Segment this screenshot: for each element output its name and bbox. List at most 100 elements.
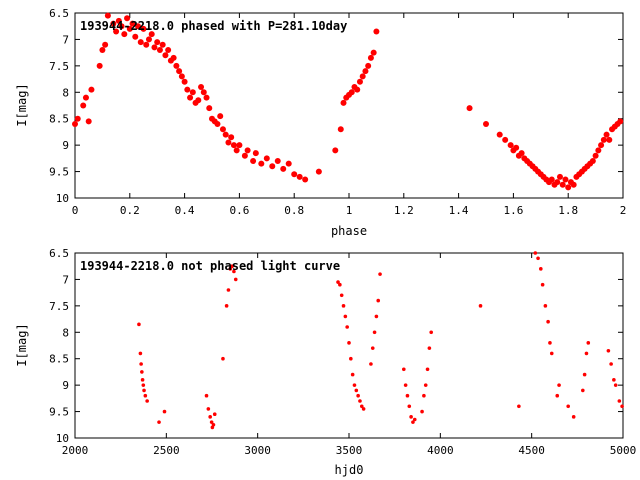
data-point [337, 126, 344, 133]
data-point [187, 94, 194, 101]
unphased-x-axis-label: hjd0 [335, 463, 364, 477]
data-point [263, 155, 270, 162]
y-tick-label: 7 [62, 273, 69, 286]
data-point [347, 341, 351, 345]
data-point [102, 41, 109, 48]
phased-tick-labels: 0 0.2 0.4 0.6 0.8 1 1.2 1.4 1.6 1.8 2 6.5 7 7.5 8 8.5 9 9… [49, 7, 626, 217]
data-point [165, 47, 172, 53]
data-point [405, 393, 410, 398]
data-point [549, 351, 554, 356]
data-point [211, 422, 216, 427]
y-tick-label: 8.5 [49, 113, 69, 126]
data-point [606, 136, 613, 143]
data-point [99, 47, 106, 53]
x-tick-label: 4500 [518, 444, 545, 457]
y-tick-label: 8 [62, 86, 69, 99]
data-point [539, 267, 543, 271]
data-point [241, 152, 248, 159]
data-point [221, 356, 225, 361]
data-point [620, 404, 624, 409]
data-point [598, 142, 605, 149]
y-tick-label: 6.5 [49, 247, 69, 260]
phased-y-axis-label: I[mag] [15, 83, 29, 126]
data-point [518, 150, 525, 157]
data-point [358, 399, 362, 403]
data-point [200, 89, 207, 96]
data-point [115, 17, 122, 24]
data-point [412, 417, 417, 422]
data-point [407, 404, 412, 409]
data-point [104, 12, 111, 19]
data-point [361, 407, 366, 411]
x-tick-label: 4000 [427, 444, 454, 457]
data-point [162, 409, 167, 414]
data-point [370, 49, 377, 56]
data-point [170, 54, 177, 61]
data-point [372, 330, 377, 335]
data-point [362, 68, 369, 75]
data-point [137, 322, 141, 327]
y-tick-label: 9 [62, 139, 69, 152]
data-point [565, 184, 572, 191]
x-tick-label: 3000 [244, 444, 271, 457]
data-point [204, 393, 209, 398]
data-point [85, 118, 92, 125]
data-point [178, 73, 185, 80]
y-tick-label: 6.5 [49, 7, 69, 20]
x-tick-label: 0 [72, 204, 79, 217]
data-point [402, 367, 406, 372]
data-point [145, 399, 149, 403]
data-point [214, 121, 221, 127]
unphased-light-curve-panel: 2000 2500 3000 3500 4000 4500 5000 6.5 7 7.5 8 8.5 9… [15, 247, 636, 477]
data-point [226, 288, 231, 292]
data-point [258, 160, 265, 167]
data-point [507, 142, 514, 149]
data-point [162, 52, 169, 59]
data-point [543, 304, 548, 308]
data-point [340, 99, 347, 106]
data-point [88, 86, 95, 93]
data-point [348, 89, 355, 96]
data-point [138, 351, 143, 356]
data-point [212, 412, 217, 417]
unphased-plot-title: 193944-2218.0 not phased light curve [80, 259, 340, 273]
data-point [159, 41, 166, 48]
data-point [559, 181, 566, 188]
data-point [222, 131, 229, 138]
data-point [571, 415, 576, 419]
data-point [217, 113, 224, 120]
data-point [536, 256, 540, 261]
data-point [555, 393, 560, 398]
data-point [513, 144, 520, 151]
x-tick-label: 1.8 [558, 204, 578, 217]
data-point [478, 304, 483, 308]
x-tick-label: 1 [346, 204, 353, 217]
y-tick-label: 9 [62, 379, 69, 392]
data-point [296, 173, 303, 180]
data-point [154, 39, 161, 46]
x-tick-label: 2500 [153, 444, 180, 457]
x-tick-label: 2 [620, 204, 627, 217]
data-point [137, 39, 144, 46]
data-point [181, 78, 188, 85]
data-point [566, 404, 570, 409]
data-point [315, 168, 322, 175]
data-point [581, 388, 585, 393]
y-tick-label: 10 [56, 432, 69, 445]
data-point [208, 415, 212, 419]
data-point [609, 362, 613, 366]
y-tick-label: 7 [62, 33, 69, 46]
data-point [356, 393, 360, 398]
data-point [96, 62, 103, 69]
data-point [157, 420, 161, 424]
data-point [548, 176, 555, 183]
data-point [582, 372, 587, 377]
data-point [225, 139, 232, 146]
unphased-axis-ticks [74, 252, 624, 439]
data-point [359, 404, 364, 409]
data-point [198, 84, 205, 90]
data-point [425, 367, 430, 372]
data-point [203, 94, 210, 101]
data-point [562, 176, 569, 183]
phased-light-curve-panel: 0 0.2 0.4 0.6 0.8 1 1.2 1.4 1.6 1.8 2 6.5 7 7.5 8 8.5 9 9… [15, 7, 626, 238]
